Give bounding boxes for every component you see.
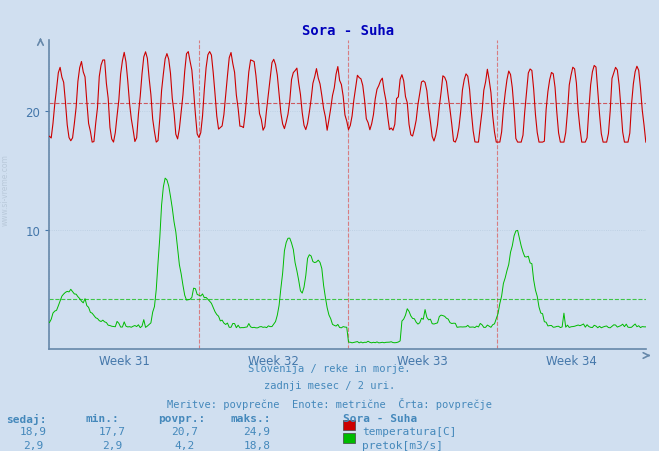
Text: sedaj:: sedaj: [7, 413, 47, 423]
Text: pretok[m3/s]: pretok[m3/s] [362, 440, 444, 450]
Text: 20,7: 20,7 [171, 426, 198, 436]
Text: maks.:: maks.: [231, 413, 271, 423]
Text: Meritve: povprečne  Enote: metrične  Črta: povprečje: Meritve: povprečne Enote: metrične Črta:… [167, 397, 492, 410]
Text: min.:: min.: [86, 413, 119, 423]
Text: 17,7: 17,7 [99, 426, 125, 436]
Text: 18,8: 18,8 [244, 440, 270, 450]
Text: 18,9: 18,9 [20, 426, 46, 436]
Text: www.si-vreme.com: www.si-vreme.com [1, 153, 10, 226]
Text: Slovenija / reke in morje.: Slovenija / reke in morje. [248, 363, 411, 373]
Text: Sora - Suha: Sora - Suha [343, 413, 417, 423]
Text: 24,9: 24,9 [244, 426, 270, 436]
Title: Sora - Suha: Sora - Suha [302, 24, 393, 38]
Text: povpr.:: povpr.: [158, 413, 206, 423]
Text: zadnji mesec / 2 uri.: zadnji mesec / 2 uri. [264, 380, 395, 390]
Text: 4,2: 4,2 [175, 440, 194, 450]
Text: temperatura[C]: temperatura[C] [362, 426, 457, 436]
Text: 2,9: 2,9 [102, 440, 122, 450]
Text: 2,9: 2,9 [23, 440, 43, 450]
